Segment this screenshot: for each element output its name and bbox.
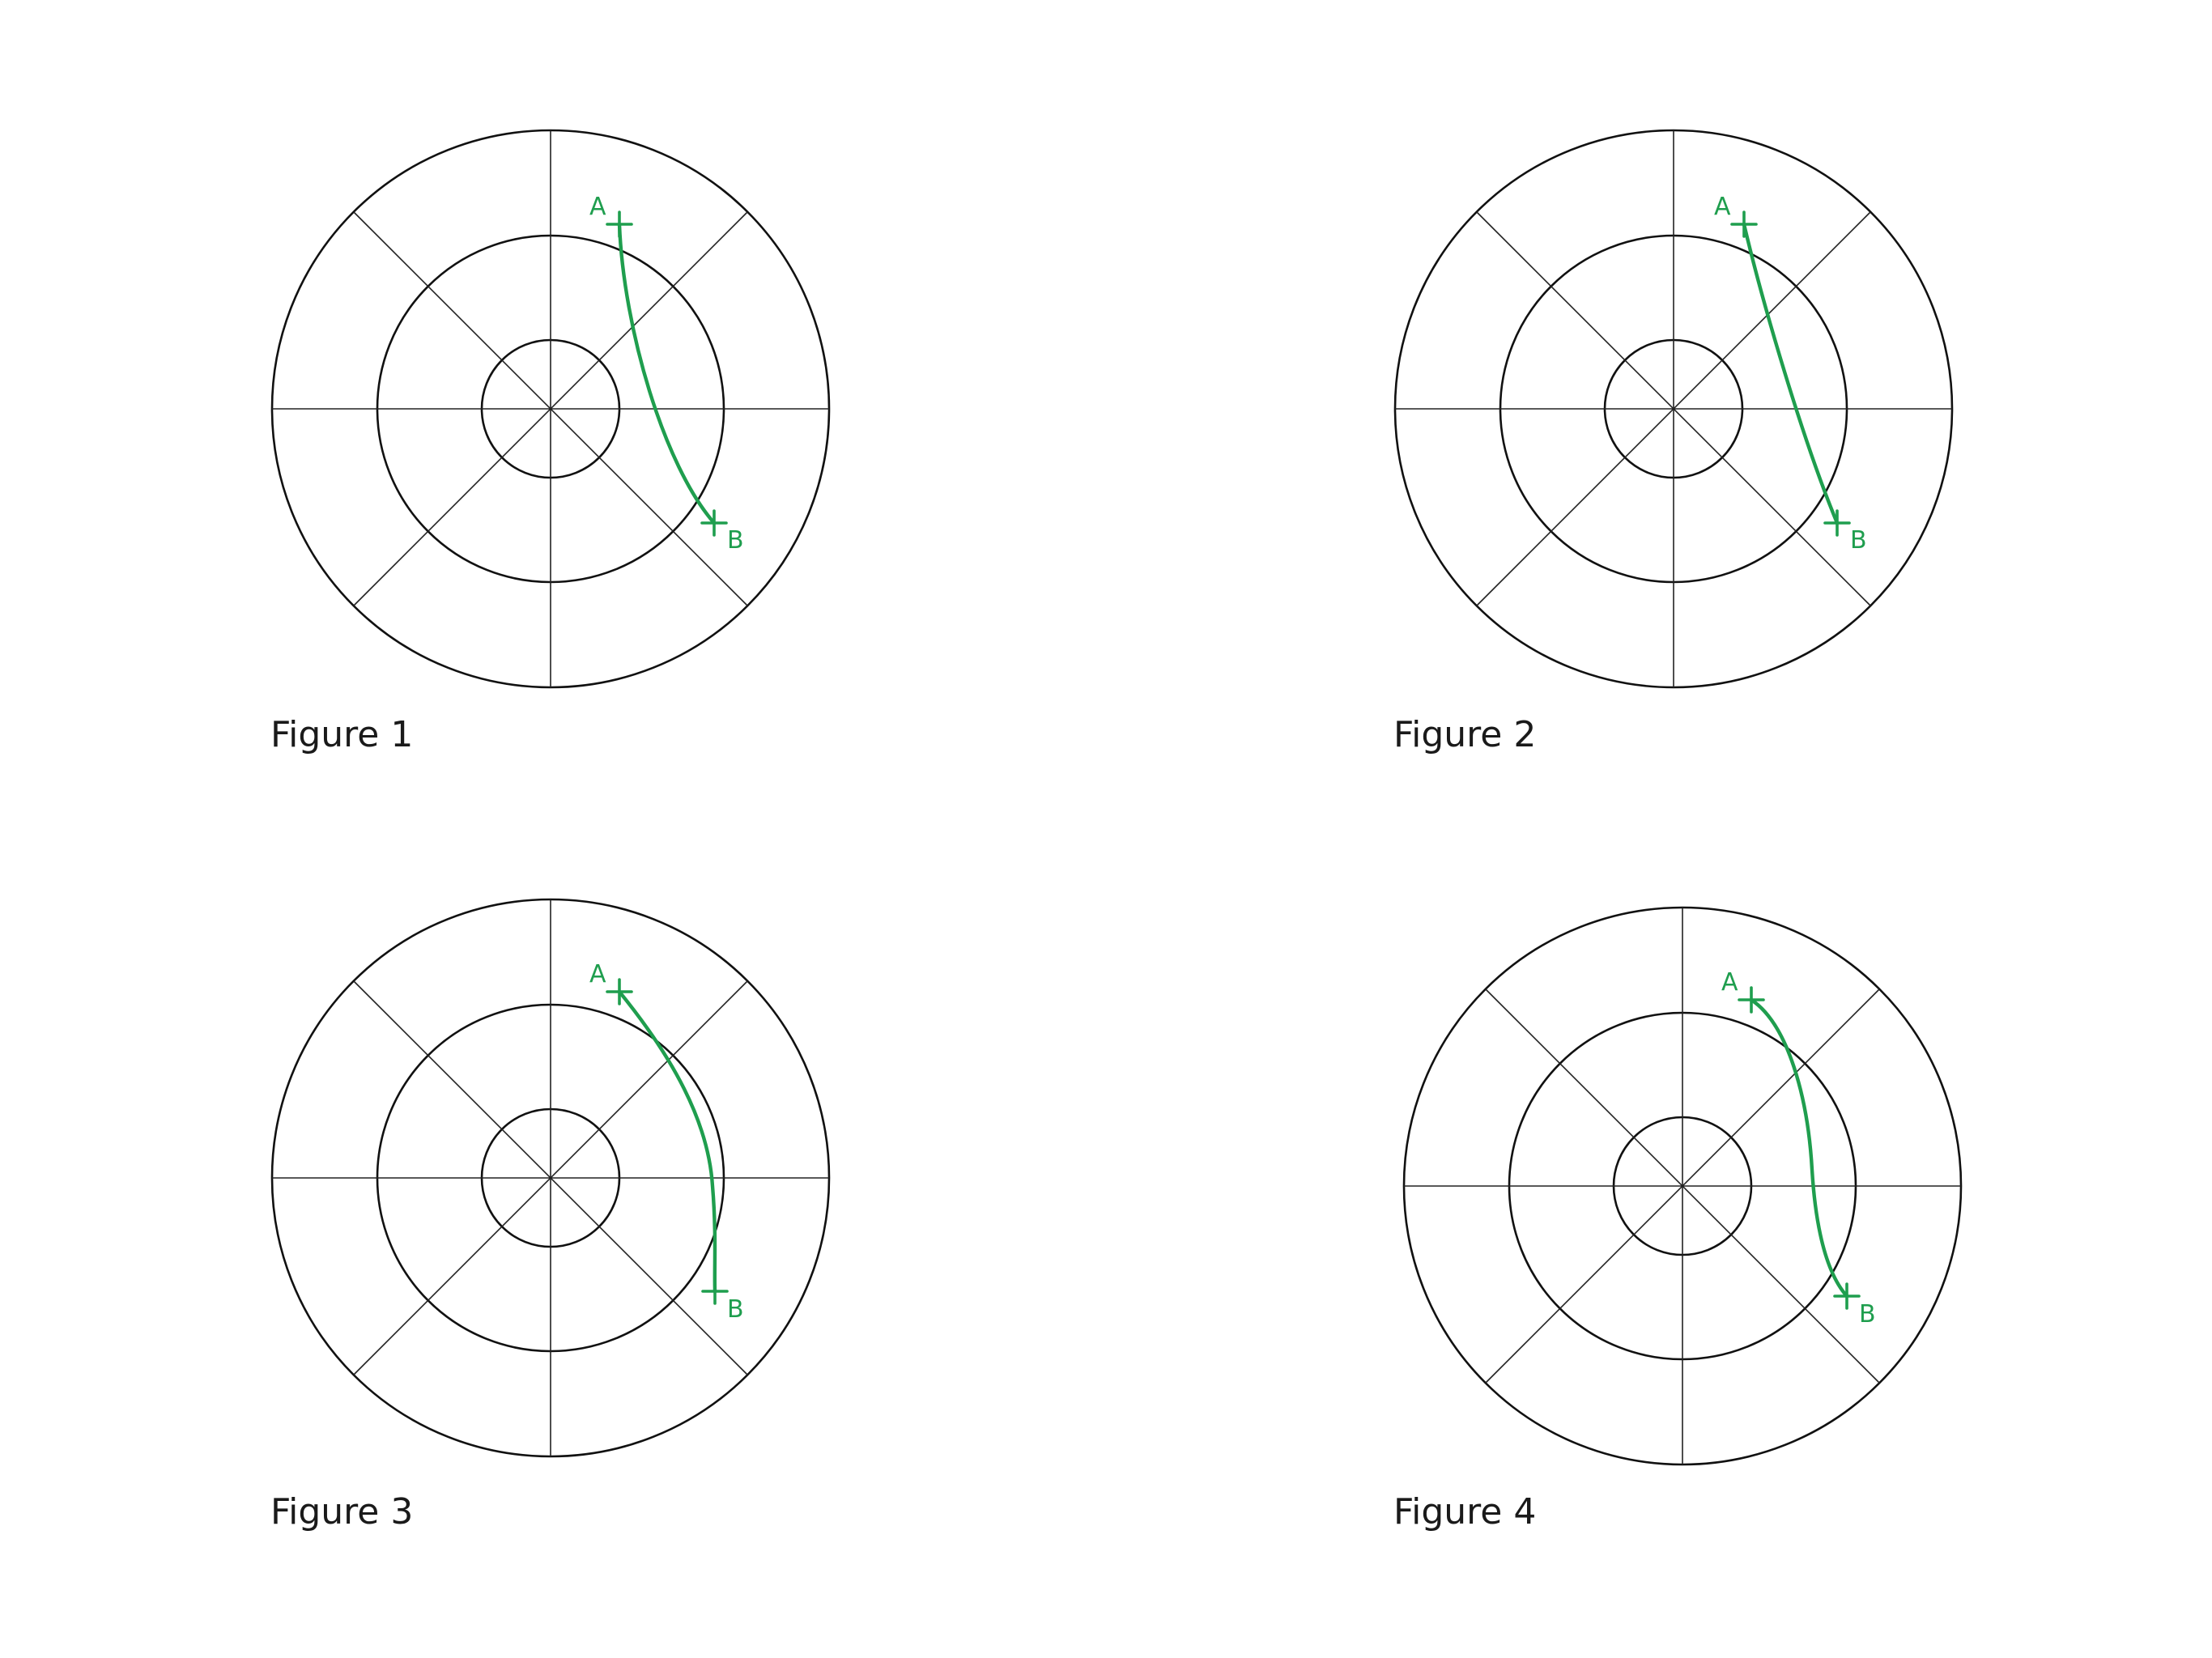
polar-diagram-1: A B xyxy=(270,129,831,689)
figure-caption: Figure 4 xyxy=(1393,1491,1537,1533)
polar-diagram-2: A B xyxy=(1393,129,1954,689)
marker-b xyxy=(1823,509,1851,537)
figure-caption: Figure 2 xyxy=(1393,714,1537,755)
spoke-diagonal-up xyxy=(353,211,748,606)
marker-a xyxy=(1730,210,1758,238)
figure-1: A B Figure 1 xyxy=(267,125,834,773)
grid xyxy=(1402,906,1963,1466)
label-b: B xyxy=(727,526,744,555)
marker-a xyxy=(1738,986,1765,1014)
label-a: A xyxy=(589,960,606,988)
figure-4: A B Figure 4 xyxy=(1393,903,1966,1550)
grid xyxy=(270,898,831,1458)
marker-a xyxy=(606,978,633,1005)
label-b: B xyxy=(1850,526,1867,555)
path-a-to-b: A B xyxy=(589,960,744,1324)
figure-3: A B Figure 3 xyxy=(267,895,834,1542)
marker-b xyxy=(700,509,728,537)
route-line xyxy=(1742,222,1840,525)
grid xyxy=(270,129,831,689)
figure-2: A B Figure 2 xyxy=(1390,125,1957,773)
route-line xyxy=(1749,997,1849,1299)
figure-caption: Figure 1 xyxy=(270,714,414,755)
marker-b xyxy=(1833,1282,1861,1310)
spoke-diagonal-up xyxy=(353,980,748,1375)
figure-caption: Figure 3 xyxy=(270,1491,414,1533)
polar-diagram-4: A B xyxy=(1402,906,1963,1466)
path-a-to-b: A B xyxy=(589,193,744,555)
route-line xyxy=(617,222,717,525)
polar-diagram-3: A B xyxy=(270,898,831,1458)
label-a: A xyxy=(589,193,606,221)
grid xyxy=(1393,129,1954,689)
spoke-diagonal-up xyxy=(1485,988,1880,1384)
path-a-to-b: A B xyxy=(1721,968,1876,1329)
label-a: A xyxy=(1721,968,1738,997)
path-a-to-b: A B xyxy=(1714,193,1867,555)
label-b: B xyxy=(1859,1300,1876,1329)
marker-a xyxy=(606,210,633,238)
spoke-diagonal-up xyxy=(1476,211,1871,606)
marker-b xyxy=(701,1278,729,1305)
label-a: A xyxy=(1714,193,1731,221)
route-line xyxy=(617,989,717,1294)
label-b: B xyxy=(727,1295,744,1324)
